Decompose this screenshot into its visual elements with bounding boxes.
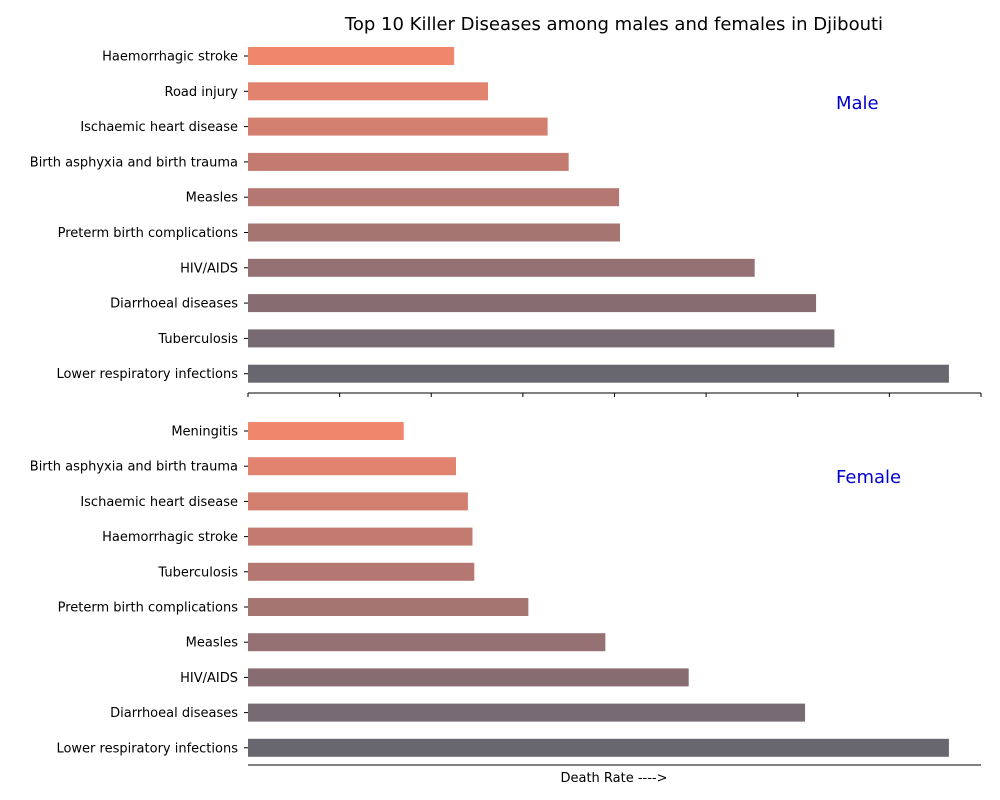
y-tick-label: Birth asphyxia and birth trauma — [30, 460, 238, 475]
y-tick-label: Meningitis — [171, 425, 238, 440]
chart-title: Top 10 Killer Diseases among males and f… — [344, 14, 883, 35]
bar-1-8 — [248, 703, 806, 722]
y-tick-label: Tuberculosis — [157, 565, 238, 580]
bar-1-9 — [248, 738, 949, 757]
y-tick-label: Road injury — [165, 85, 239, 100]
y-tick-label: Preterm birth complications — [58, 601, 239, 616]
y-tick-label: Ischaemic heart disease — [80, 120, 238, 135]
x-axis-label: Death Rate ----> — [560, 771, 667, 786]
bar-1-6 — [248, 633, 606, 652]
y-tick-label: Lower respiratory infections — [56, 741, 238, 756]
bar-1-3 — [248, 527, 473, 546]
bar-0-0 — [248, 47, 455, 65]
bar-1-1 — [248, 457, 456, 476]
y-tick-label: Haemorrhagic stroke — [102, 530, 238, 545]
bar-0-7 — [248, 294, 817, 313]
female-panel: Meningitis Birth asphyxia and birth traum… — [30, 422, 981, 766]
y-tick-label: Preterm birth complications — [58, 226, 239, 241]
y-tick-label: Diarrhoeal diseases — [110, 297, 238, 312]
bar-1-7 — [248, 668, 689, 687]
bar-0-4 — [248, 188, 620, 207]
y-tick-label: Measles — [186, 191, 239, 206]
y-tick-label: Birth asphyxia and birth trauma — [30, 155, 238, 170]
bar-0-9 — [248, 364, 949, 383]
bar-0-6 — [248, 258, 755, 277]
y-tick-label: Lower respiratory infections — [56, 367, 238, 382]
y-tick-label: Measles — [186, 636, 239, 651]
y-tick-label: Haemorrhagic stroke — [102, 50, 238, 65]
panel-label-0: Male — [836, 93, 879, 114]
bar-0-8 — [248, 329, 835, 348]
y-tick-label: Tuberculosis — [157, 332, 238, 347]
y-tick-label: HIV/AIDS — [180, 671, 238, 686]
y-tick-label: Diarrhoeal diseases — [110, 706, 238, 721]
bar-0-3 — [248, 152, 569, 171]
bar-0-2 — [248, 117, 548, 136]
bar-0-5 — [248, 223, 620, 242]
male-panel: Haemorrhagic stroke Road injury Ischaemic … — [30, 47, 982, 397]
bar-1-2 — [248, 492, 468, 511]
bar-0-1 — [248, 82, 489, 101]
y-tick-label: Ischaemic heart disease — [80, 495, 238, 510]
y-tick-label: HIV/AIDS — [180, 261, 238, 276]
bar-1-5 — [248, 598, 529, 616]
bar-1-4 — [248, 562, 475, 581]
bar-1-0 — [248, 422, 404, 440]
panel-label-1: Female — [836, 467, 901, 488]
